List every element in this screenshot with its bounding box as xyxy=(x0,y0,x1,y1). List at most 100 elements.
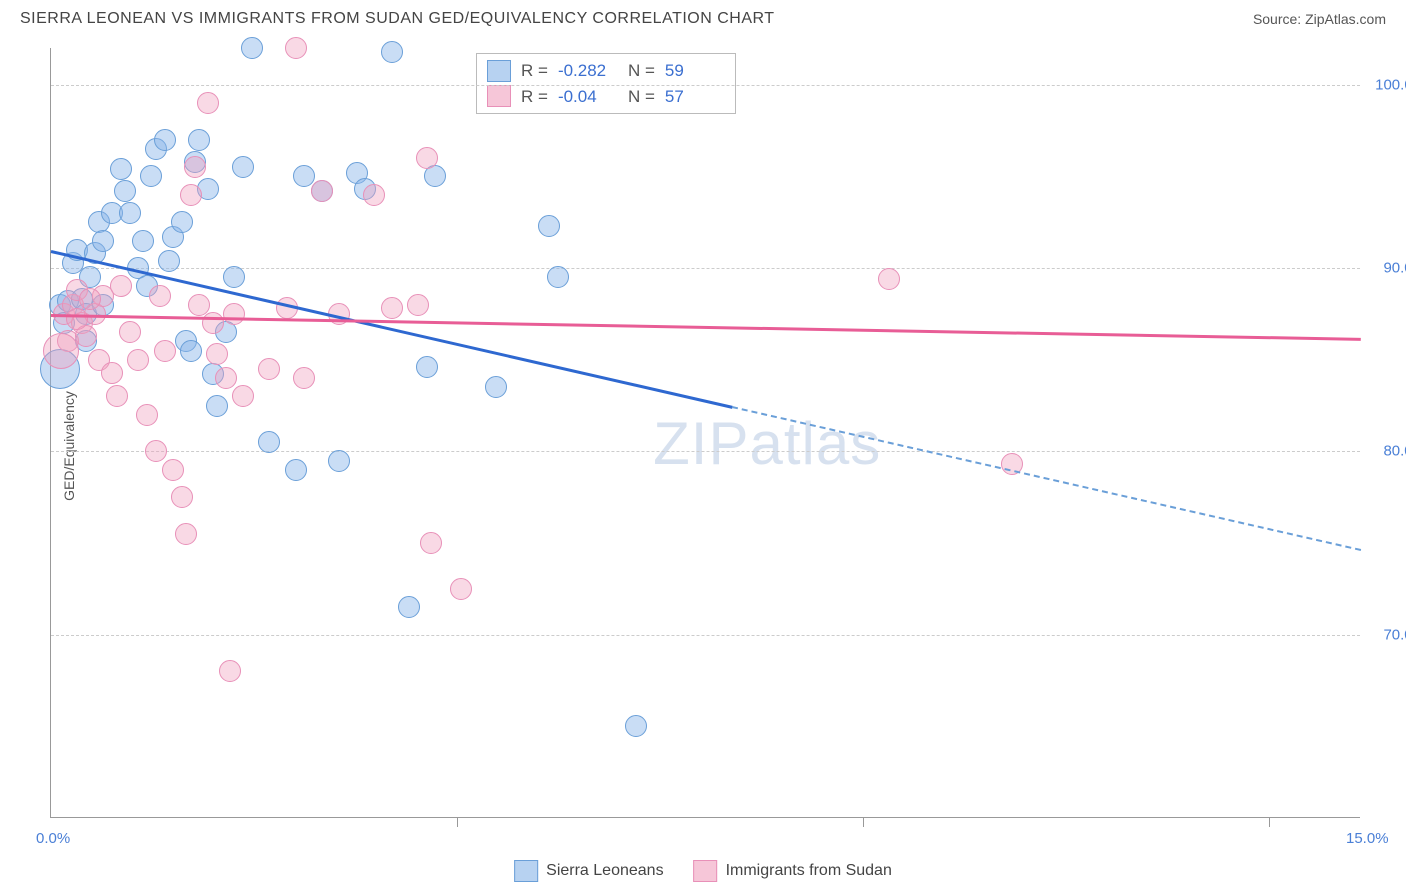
swatch-icon xyxy=(487,60,511,82)
scatter-point xyxy=(363,184,385,206)
scatter-point xyxy=(538,215,560,237)
scatter-point xyxy=(162,459,184,481)
swatch-icon xyxy=(487,85,511,107)
scatter-point xyxy=(258,358,280,380)
chart-header: SIERRA LEONEAN VS IMMIGRANTS FROM SUDAN … xyxy=(0,0,1406,38)
n-label: N = xyxy=(628,84,655,110)
scatter-point xyxy=(171,211,193,233)
scatter-point xyxy=(132,230,154,252)
scatter-point xyxy=(106,385,128,407)
scatter-point xyxy=(407,294,429,316)
scatter-point xyxy=(215,367,237,389)
x-minor-tick xyxy=(1269,817,1270,827)
legend-item-2: Immigrants from Sudan xyxy=(694,860,892,882)
scatter-point xyxy=(158,250,180,272)
scatter-point xyxy=(43,333,79,369)
scatter-point xyxy=(625,715,647,737)
swatch-icon xyxy=(694,860,718,882)
scatter-point xyxy=(154,129,176,151)
correlation-stats-box: R = -0.282 N = 59 R = -0.04 N = 57 xyxy=(476,53,736,114)
bottom-legend: Sierra Leoneans Immigrants from Sudan xyxy=(514,860,892,882)
gridline xyxy=(51,85,1360,86)
gridline xyxy=(51,451,1360,452)
watermark-text: ZIPatlas xyxy=(653,409,881,478)
y-tick-label: 90.0% xyxy=(1366,260,1406,277)
trendline-series2 xyxy=(51,314,1361,341)
scatter-point xyxy=(119,202,141,224)
scatter-point xyxy=(420,532,442,554)
scatter-point xyxy=(223,266,245,288)
scatter-point xyxy=(202,312,224,334)
chart-title: SIERRA LEONEAN VS IMMIGRANTS FROM SUDAN … xyxy=(20,10,775,28)
scatter-point xyxy=(114,180,136,202)
scatter-point xyxy=(328,450,350,472)
stats-row-series1: R = -0.282 N = 59 xyxy=(487,58,725,84)
scatter-point xyxy=(311,180,333,202)
scatter-point xyxy=(171,486,193,508)
scatter-point xyxy=(119,321,141,343)
y-tick-label: 100.0% xyxy=(1366,76,1406,93)
y-tick-label: 80.0% xyxy=(1366,443,1406,460)
scatter-point xyxy=(110,275,132,297)
scatter-point xyxy=(197,92,219,114)
scatter-point xyxy=(149,285,171,307)
scatter-point xyxy=(258,431,280,453)
scatter-point xyxy=(293,367,315,389)
scatter-point xyxy=(66,308,88,330)
scatter-point xyxy=(381,297,403,319)
source-attribution: Source: ZipAtlas.com xyxy=(1253,11,1386,27)
gridline xyxy=(51,268,1360,269)
source-name: ZipAtlas.com xyxy=(1305,11,1386,27)
scatter-point xyxy=(398,596,420,618)
gridline xyxy=(51,635,1360,636)
scatter-point xyxy=(92,230,114,252)
scatter-point xyxy=(136,404,158,426)
y-tick-label: 70.0% xyxy=(1366,626,1406,643)
scatter-point xyxy=(547,266,569,288)
scatter-point xyxy=(140,165,162,187)
scatter-point xyxy=(450,578,472,600)
trendline-series1-solid xyxy=(51,250,733,409)
scatter-point xyxy=(175,523,197,545)
n-value-2: 57 xyxy=(665,84,725,110)
scatter-point xyxy=(223,303,245,325)
scatter-point xyxy=(241,37,263,59)
scatter-point xyxy=(101,362,123,384)
x-minor-tick xyxy=(863,817,864,827)
trendline-series1-dashed xyxy=(732,406,1361,551)
legend-label-2: Immigrants from Sudan xyxy=(726,862,892,880)
r-value-2: -0.04 xyxy=(558,84,618,110)
legend-item-1: Sierra Leoneans xyxy=(514,860,663,882)
legend-label-1: Sierra Leoneans xyxy=(546,862,663,880)
scatter-point xyxy=(878,268,900,290)
scatter-point xyxy=(127,349,149,371)
scatter-point xyxy=(154,340,176,362)
scatter-point xyxy=(206,395,228,417)
x-tick-label: 0.0% xyxy=(36,830,70,847)
r-label: R = xyxy=(521,84,548,110)
scatter-point xyxy=(180,340,202,362)
x-tick-label: 15.0% xyxy=(1346,830,1389,847)
n-value-1: 59 xyxy=(665,58,725,84)
scatter-point xyxy=(232,385,254,407)
scatter-point xyxy=(184,156,206,178)
source-label: Source: xyxy=(1253,11,1301,27)
r-value-1: -0.282 xyxy=(558,58,618,84)
scatter-point xyxy=(219,660,241,682)
scatter-point xyxy=(285,37,307,59)
scatter-point xyxy=(145,440,167,462)
scatter-point xyxy=(180,184,202,206)
stats-row-series2: R = -0.04 N = 57 xyxy=(487,84,725,110)
scatter-point xyxy=(79,288,101,310)
scatter-point xyxy=(416,147,438,169)
scatter-point xyxy=(381,41,403,63)
x-minor-tick xyxy=(457,817,458,827)
scatter-point xyxy=(485,376,507,398)
scatter-point xyxy=(232,156,254,178)
swatch-icon xyxy=(514,860,538,882)
scatter-point xyxy=(110,158,132,180)
chart-plot-area: ZIPatlas R = -0.282 N = 59 R = -0.04 N =… xyxy=(50,48,1360,818)
scatter-point xyxy=(206,343,228,365)
scatter-point xyxy=(416,356,438,378)
scatter-point xyxy=(188,129,210,151)
